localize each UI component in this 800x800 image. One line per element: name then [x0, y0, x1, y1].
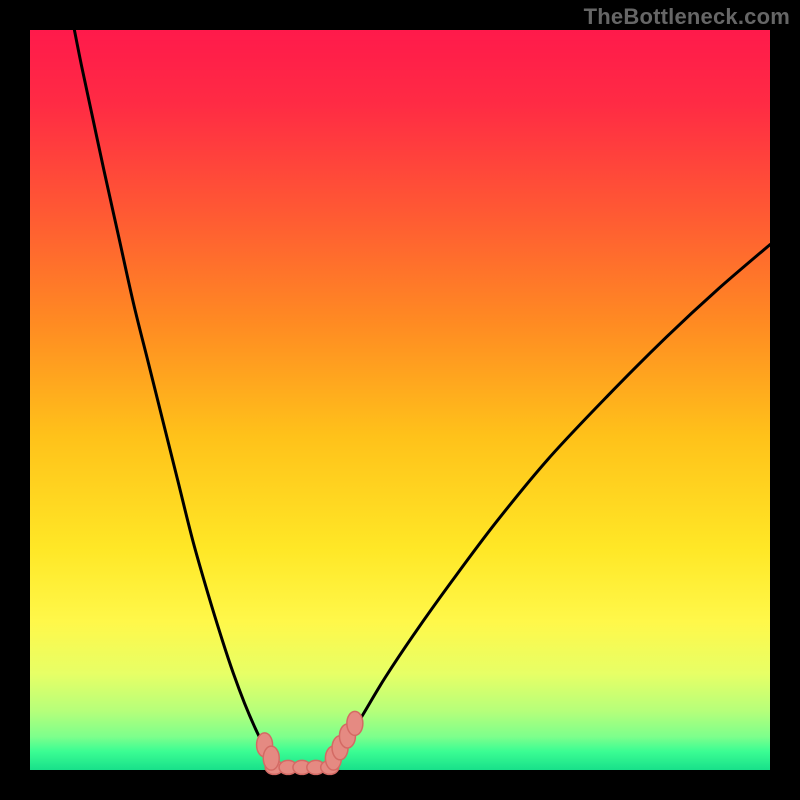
marker-dot	[263, 746, 279, 770]
chart-frame: TheBottleneck.com	[0, 0, 800, 800]
chart-svg	[0, 0, 800, 800]
gradient-background	[30, 30, 770, 770]
watermark-text: TheBottleneck.com	[584, 4, 790, 30]
marker-dot	[347, 711, 363, 735]
